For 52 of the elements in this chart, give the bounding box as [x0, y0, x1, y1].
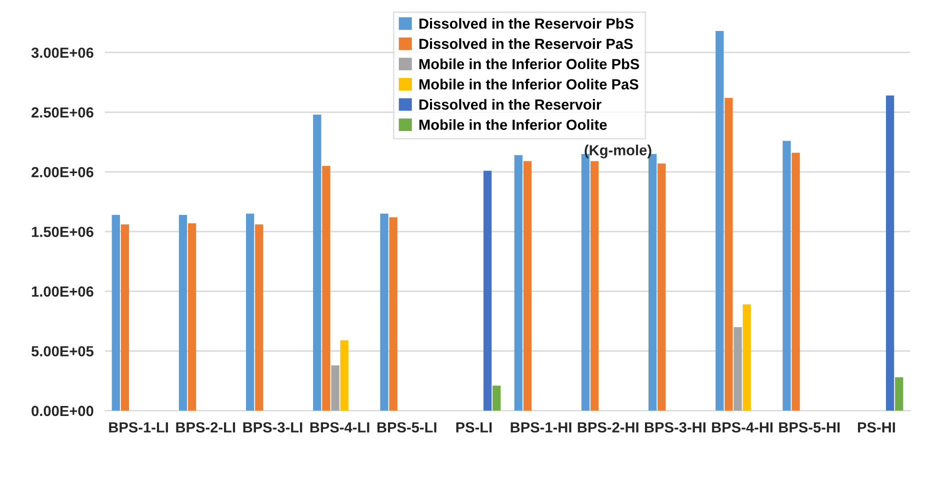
x-tick-label: BPS-2-HI	[578, 422, 638, 433]
y-tick-label: 1.00E+06	[32, 286, 94, 297]
legend-label: Dissolved in the Reservoir PbS	[419, 18, 634, 29]
bar	[523, 161, 532, 411]
x-tick-label: BPS-3-LI	[243, 422, 302, 433]
bar	[246, 214, 254, 411]
x-tick-label: BPS-4-LI	[310, 422, 370, 433]
y-tick-label: 5.00E+05	[31, 346, 94, 356]
x-tick-label: BPS-5-LI	[377, 422, 436, 433]
x-tick-label: BPS-5-HI	[779, 422, 840, 433]
bar	[782, 140, 791, 411]
bar	[389, 217, 398, 411]
bar	[716, 31, 724, 411]
bar	[590, 161, 599, 411]
bar	[188, 223, 196, 411]
x-tick-label: BPS-1-LI	[109, 422, 168, 433]
bar	[380, 214, 388, 411]
y-tick-label: 1.50E+06	[32, 226, 94, 238]
x-tick-label: BPS-1-HI	[510, 422, 572, 433]
bar	[313, 114, 322, 411]
bar	[112, 214, 120, 411]
bar	[178, 214, 188, 411]
x-tick-label: BPS-4-HI	[712, 422, 773, 433]
bar	[658, 164, 666, 411]
bar	[483, 170, 492, 411]
y-tick-label: 3.00E+06	[31, 48, 94, 58]
x-tick-label: BPS-2-LI	[176, 422, 236, 433]
y-tick-label: 2.00E+06	[32, 166, 94, 178]
bar	[331, 365, 340, 411]
bar	[734, 327, 742, 411]
x-tick-label: PS-HI	[858, 422, 895, 433]
legend-label: Dissolved in the Reservoir	[419, 99, 602, 110]
bar	[340, 340, 348, 411]
legend-label: Mobile in the Inferior Oolite	[419, 119, 607, 130]
y-tick-label: 0.00E+00	[32, 406, 94, 416]
legend-label: Dissolved in the Reservoir PaS	[419, 38, 633, 50]
bar	[886, 95, 894, 411]
annotation: (Kg-mole)	[584, 144, 652, 158]
x-tick-label: BPS-3-HI	[644, 422, 706, 433]
bar	[895, 377, 904, 411]
x-tick-label: PS-LI	[456, 422, 492, 433]
bar	[742, 304, 751, 411]
bar	[120, 224, 130, 411]
y-tick-label: 2.50E+06	[32, 107, 94, 118]
bar	[724, 98, 733, 411]
legend-label: Mobile in the Inferior Oolite PaS	[419, 78, 638, 90]
bar	[322, 166, 330, 411]
bar	[492, 386, 501, 411]
bar	[255, 224, 264, 411]
bar	[792, 152, 800, 411]
bar	[514, 155, 522, 411]
legend-label: Mobile in the Inferior Oolite PbS	[419, 58, 640, 70]
